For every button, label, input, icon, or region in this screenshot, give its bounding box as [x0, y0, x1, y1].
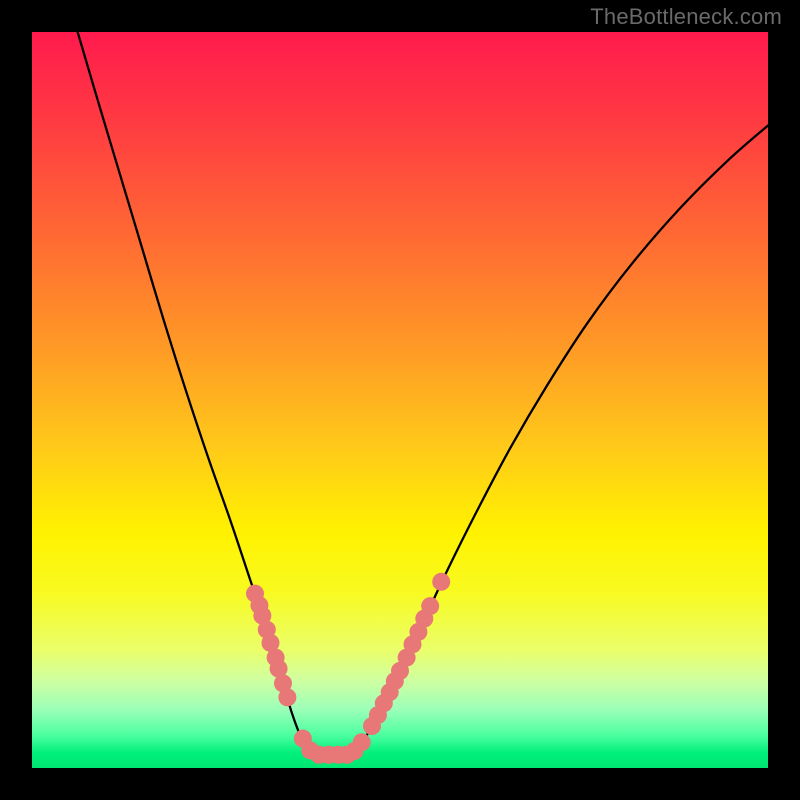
chart-svg: [32, 32, 768, 768]
marker-bottom-7: [353, 733, 371, 751]
watermark-text: TheBottleneck.com: [590, 4, 782, 30]
marker-right-10: [421, 597, 439, 615]
plot-area: [32, 32, 768, 768]
marker-left-8: [278, 688, 296, 706]
marker-right-11: [432, 573, 450, 591]
